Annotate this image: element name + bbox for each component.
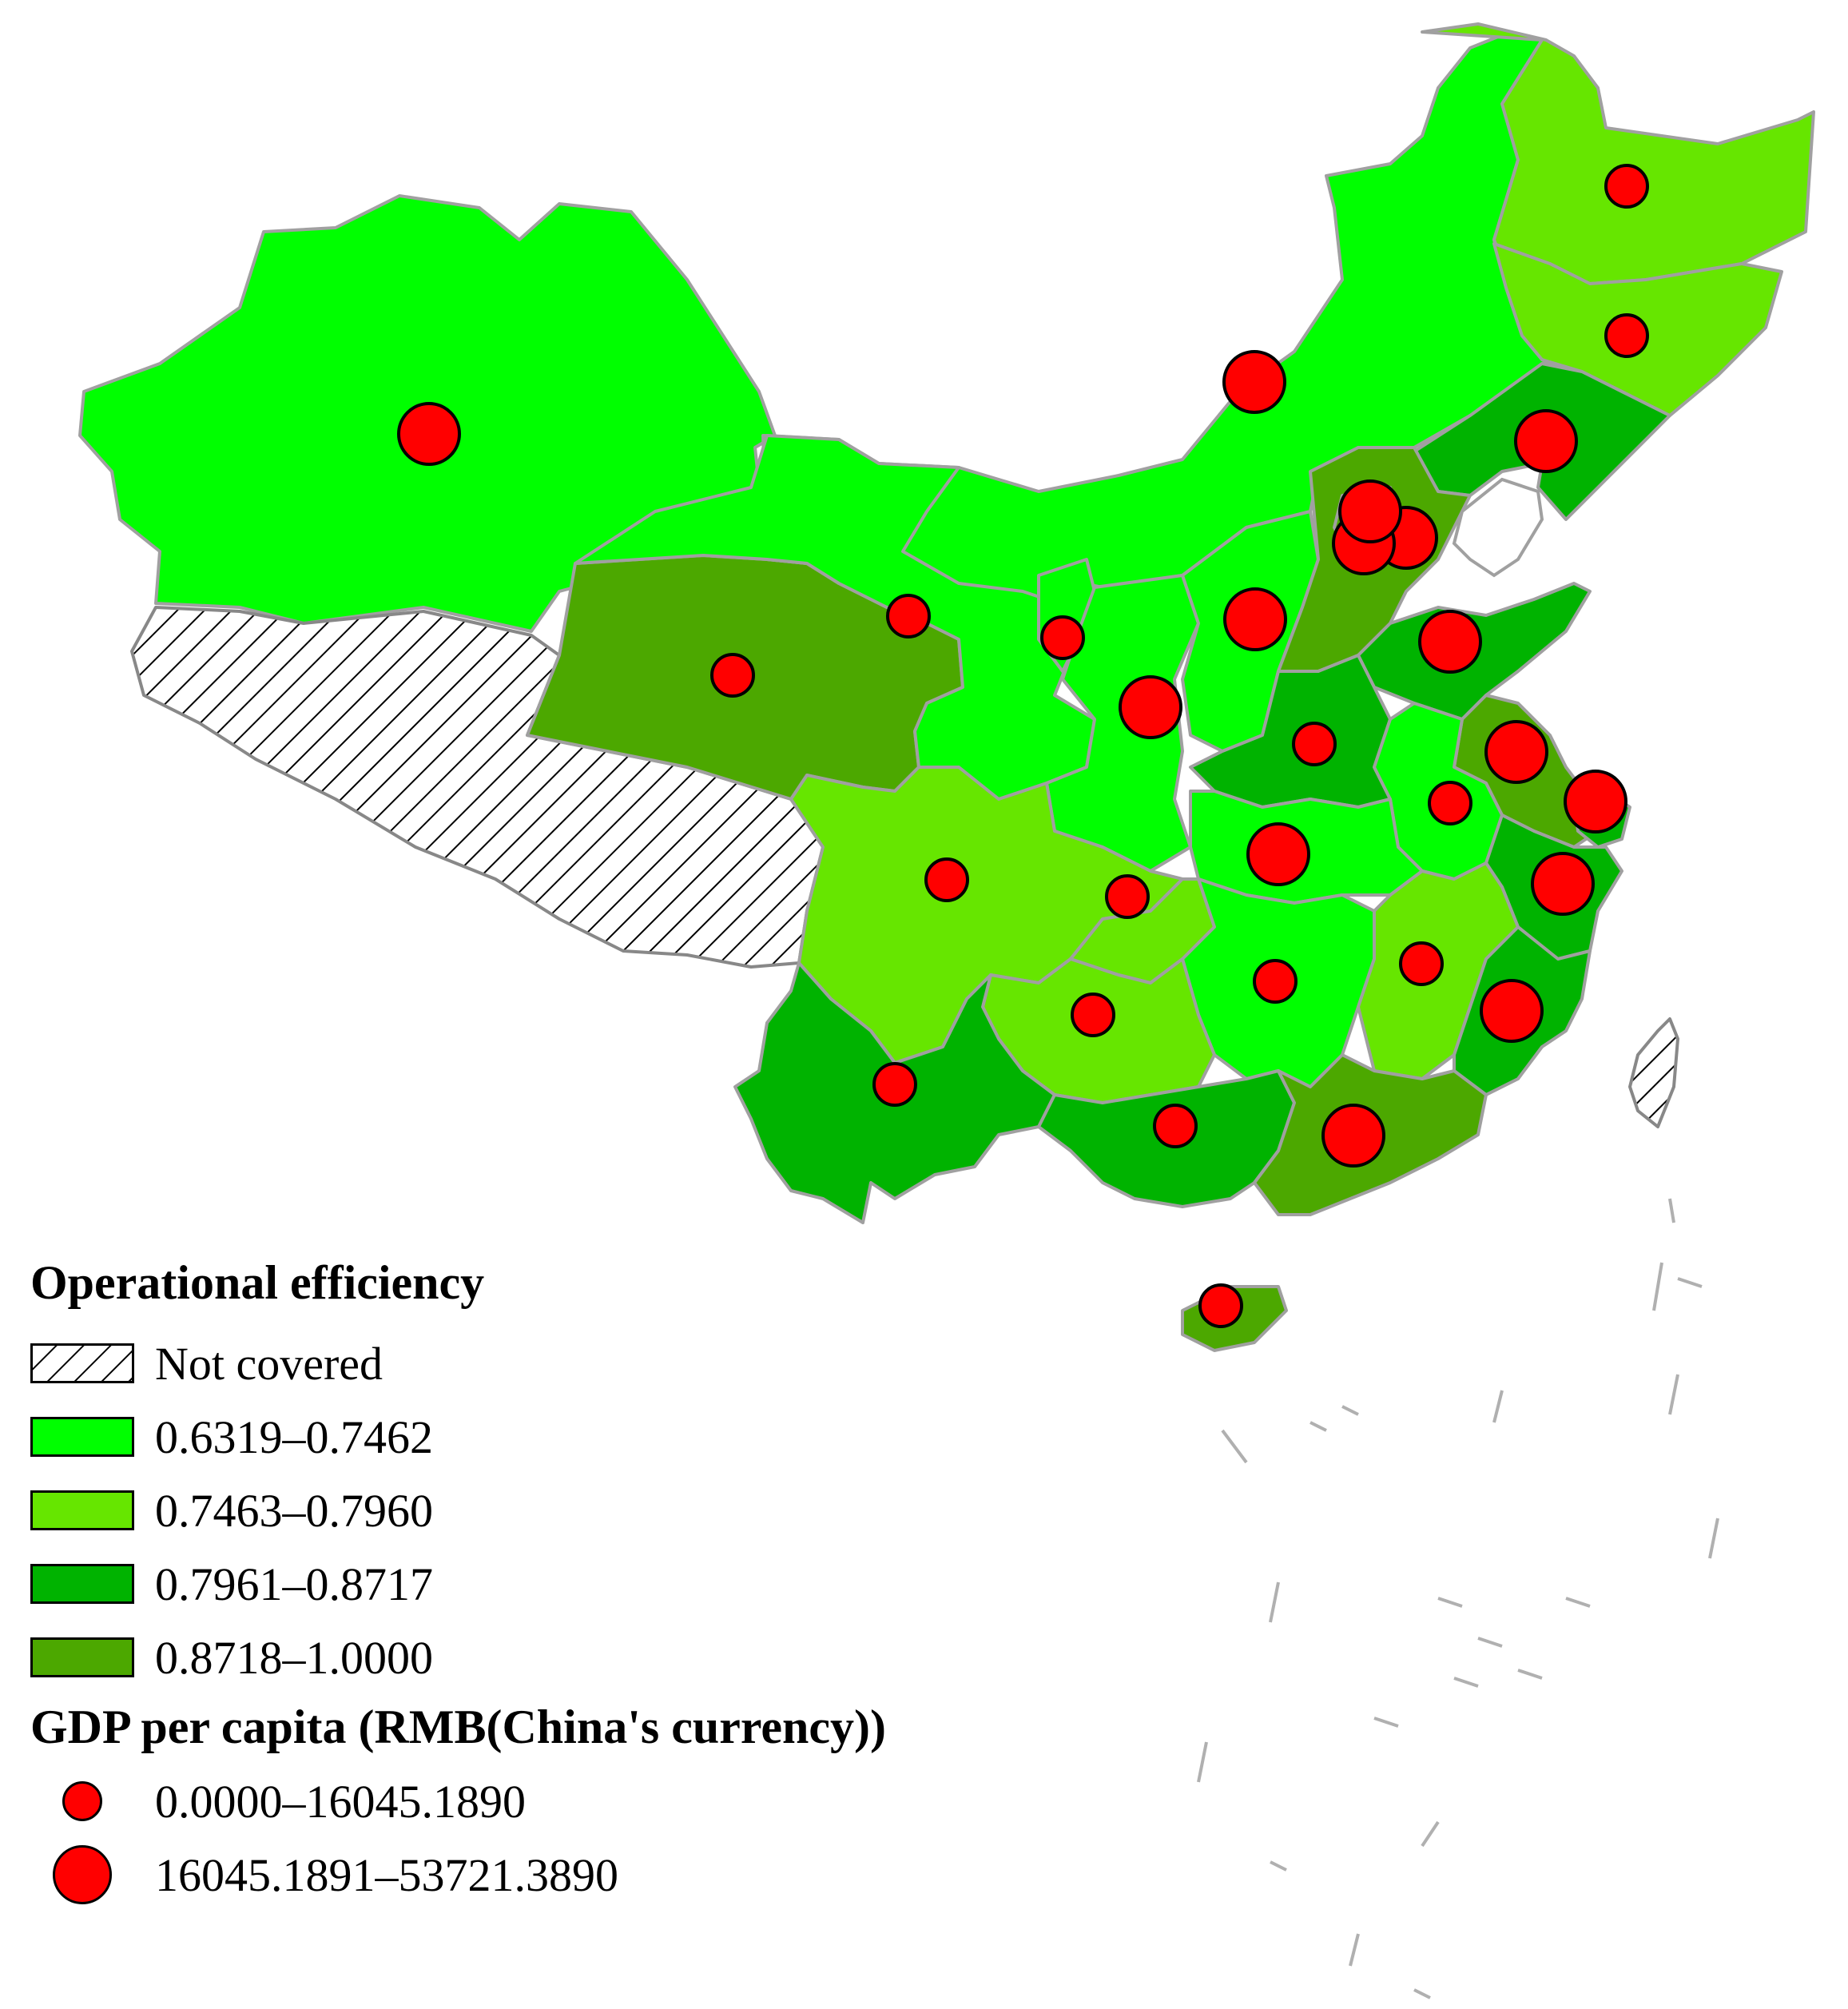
gdp-legend-title: GDP per capita (RMB(China's currency)) — [30, 1701, 887, 1753]
bohai-sea — [1452, 477, 1544, 578]
color-swatch — [30, 1564, 134, 1604]
gdp-dot-guizhou — [1071, 993, 1115, 1037]
gdp-dot-hubei — [1246, 822, 1310, 886]
gdp-dot-shanxi — [1223, 587, 1287, 651]
region-tibet — [130, 606, 825, 969]
gdp-dot-anhui — [1428, 781, 1472, 825]
legend-item-class4: 0.8718–1.0000 — [30, 1621, 886, 1694]
legend-label-class4: 0.8718–1.0000 — [155, 1631, 433, 1684]
legend-item-not-covered: Not covered — [30, 1327, 886, 1400]
gdp-dot-jilin — [1604, 313, 1649, 358]
gdp-dots — [397, 164, 1649, 1328]
legend-label-not-covered: Not covered — [155, 1337, 384, 1390]
legend-item-class3: 0.7961–0.8717 — [30, 1547, 886, 1621]
legend-label-gdp-small: 0.0000–16045.1890 — [155, 1775, 526, 1828]
legend-item-gdp-small: 0.0000–16045.1890 — [30, 1764, 886, 1838]
gdp-dot-yunnan — [872, 1062, 917, 1107]
gdp-dot-xinjiang — [397, 402, 461, 466]
legend-label-class3: 0.7961–0.8717 — [155, 1557, 433, 1610]
gdp-dot-jiangxi — [1399, 941, 1444, 986]
gdp-dot-hainan — [1198, 1283, 1243, 1328]
legend-item-class2: 0.7463–0.7960 — [30, 1474, 886, 1547]
hatch-swatch — [30, 1343, 134, 1383]
map-legend: Operational efficiency Not covered 0.631… — [30, 1255, 886, 1912]
gdp-dot-beijing — [1338, 479, 1402, 543]
gdp-dot-shandong — [1418, 610, 1482, 674]
region-heilongjiang — [1421, 22, 1815, 285]
gdp-dot-hunan — [1253, 959, 1298, 1004]
gdp-dot-shaanxi — [1119, 675, 1182, 739]
gdp-dot-zhejiang — [1531, 852, 1595, 916]
gdp-dot-gansu — [886, 594, 931, 639]
small-dot-icon — [62, 1781, 102, 1821]
color-swatch — [30, 1490, 134, 1530]
gdp-dot-chongqing — [1105, 874, 1150, 919]
south-china-sea-islands — [1197, 1198, 1719, 1999]
legend-label-class1: 0.6319–0.7462 — [155, 1410, 433, 1463]
gdp-dot-jiangsu — [1484, 720, 1548, 784]
region-taiwan — [1628, 1017, 1679, 1128]
gdp-dot-liaoning — [1514, 409, 1578, 473]
dot-cell — [30, 1769, 134, 1833]
color-swatch — [30, 1417, 134, 1457]
gdp-dot-heilongjiang — [1604, 164, 1649, 209]
gdp-dot-inner-mongolia — [1222, 350, 1286, 414]
gdp-dot-henan — [1292, 722, 1337, 766]
gdp-dot-ningxia — [1040, 615, 1085, 660]
legend-label-gdp-large: 16045.1891–53721.3890 — [155, 1848, 618, 1901]
large-dot-icon — [53, 1845, 112, 1904]
gdp-dot-guangdong — [1321, 1104, 1385, 1168]
gdp-dot-sichuan — [924, 857, 969, 902]
dot-cell — [30, 1843, 134, 1907]
gdp-dot-fujian — [1480, 979, 1544, 1043]
legend-item-class1: 0.6319–0.7462 — [30, 1400, 886, 1474]
gdp-dot-guangxi — [1153, 1104, 1198, 1148]
legend-label-class2: 0.7463–0.7960 — [155, 1484, 433, 1537]
efficiency-legend-title: Operational efficiency — [30, 1256, 485, 1309]
color-swatch — [30, 1637, 134, 1677]
gdp-dot-shanghai — [1564, 770, 1627, 833]
legend-item-gdp-large: 16045.1891–53721.3890 — [30, 1838, 886, 1912]
gdp-dot-qinghai — [710, 653, 755, 698]
